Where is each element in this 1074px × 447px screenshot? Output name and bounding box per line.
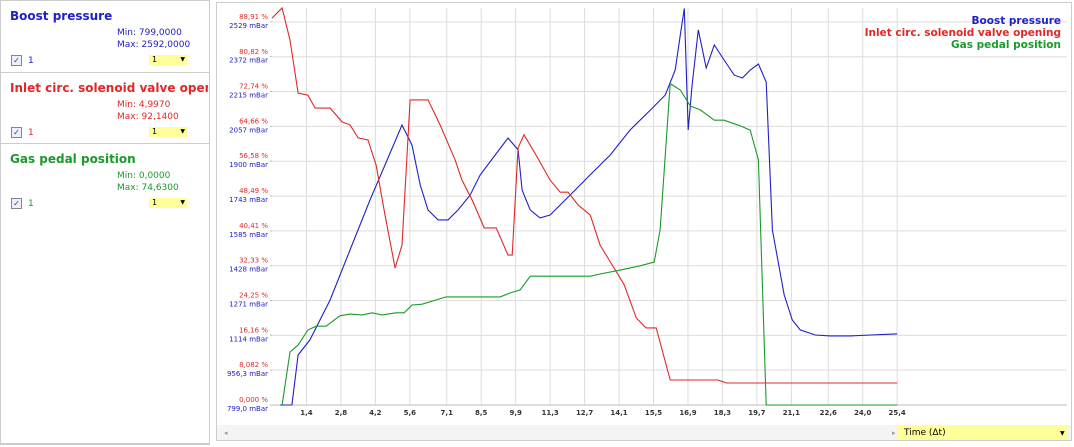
y2-tick-label: 1428 mBar: [229, 266, 268, 274]
scroll-left[interactable]: ◂: [224, 429, 228, 437]
x-tick-label: 11,3: [541, 409, 558, 417]
checkbox[interactable]: ✓: [11, 55, 22, 66]
checkbox[interactable]: ✓: [11, 198, 22, 209]
y-tick-label: 24,25 %: [239, 292, 268, 300]
y-tick-label: 80,82 %: [239, 48, 268, 56]
x-tick-label: 4,2: [369, 409, 382, 417]
x-tick-label: 21,1: [783, 409, 800, 417]
y2-tick-label: 2372 mBar: [229, 57, 268, 65]
y2-tick-label: 1743 mBar: [229, 196, 268, 204]
max-label: Max: 92,1400: [117, 112, 179, 122]
series-line: [271, 6, 898, 384]
x-tick-label: 18,3: [714, 409, 731, 417]
y-tick-label: 56,58 %: [239, 152, 268, 160]
series-box: Gas pedal position Min: 0,0000 Max: 74,630…: [1, 144, 209, 444]
x-tick-label: 22,6: [820, 409, 837, 417]
chart: ◂ ▸ Time (Δt) ▼ 0,000 % 8,082 % 16,16 % 24,…: [216, 2, 1072, 441]
y2-tick-label: 956,3 mBar: [227, 370, 268, 378]
checkbox-label: 1: [28, 199, 34, 209]
y2-tick-label: 1114 mBar: [229, 335, 268, 343]
y2-tick-label: 1900 mBar: [229, 161, 268, 169]
x-axis-select[interactable]: [898, 425, 1068, 439]
select[interactable]: 1: [149, 198, 187, 208]
chart-frame: [216, 2, 1072, 441]
x-tick-label: 25,4: [889, 409, 906, 417]
x-tick-label: 19,7: [748, 409, 765, 417]
y-tick-label: 0,000 %: [239, 396, 268, 404]
x-tick-label: 9,9: [509, 409, 522, 417]
checkbox-label: 1: [28, 128, 34, 138]
checkbox[interactable]: ✓: [11, 127, 22, 138]
y-tick-label: 64,66 %: [239, 117, 268, 125]
y-tick-label: 40,41 %: [239, 222, 268, 230]
x-tick-label: 12,7: [576, 409, 593, 417]
y2-tick-label: 1271 mBar: [229, 300, 268, 308]
y2-tick-label: 2215 mBar: [229, 91, 268, 99]
dropdown-arrow: ▼: [1060, 430, 1065, 437]
scroll-right[interactable]: ▸: [892, 429, 896, 437]
y2-tick-label: 2529 mBar: [229, 22, 268, 30]
y2-tick-label: 2057 mBar: [229, 126, 268, 134]
x-tick-label: 16,9: [679, 409, 696, 417]
select[interactable]: 1: [149, 55, 187, 65]
x-tick-label: 7,1: [441, 409, 454, 417]
y-tick-label: 72,74 %: [239, 83, 268, 91]
y-tick-label: 16,16 %: [239, 326, 268, 334]
checkbox-label: 1: [28, 56, 34, 66]
series-title: Gas pedal position: [10, 152, 136, 166]
y-tick-label: 8,082 %: [239, 361, 268, 369]
y2-tick-label: 1585 mBar: [229, 231, 268, 239]
y-tick-label: 48,49 %: [239, 187, 268, 195]
series-title: Inlet circ. solenoid valve openin: [10, 81, 208, 95]
x-tick-label: 1,4: [300, 409, 313, 417]
min-label: Min: 4,9970: [117, 100, 171, 110]
series-line: [281, 82, 898, 406]
scrollbar[interactable]: [217, 425, 1071, 440]
min-label: Min: 799,0000: [117, 28, 182, 38]
x-tick-label: 15,5: [645, 409, 662, 417]
x-tick-label: 24,0: [854, 409, 871, 417]
x-axis-label: Time (Δt): [903, 428, 946, 438]
legend-entry: Boost pressure: [972, 15, 1061, 27]
legend-entry: Gas pedal position: [951, 39, 1061, 51]
series-panel: Boost pressure Min: 799,0000 Max: 2592,000…: [0, 0, 210, 445]
series-line: [280, 8, 898, 406]
max-label: Max: 74,6300: [117, 183, 179, 193]
select[interactable]: 1: [149, 127, 187, 137]
series-box: Inlet circ. solenoid valve openin Min: 4,…: [1, 73, 209, 144]
series-title: Boost pressure: [10, 9, 113, 23]
y2-tick-label: 799,0 mBar: [227, 405, 268, 413]
x-tick-label: 5,6: [404, 409, 417, 417]
series-box: Boost pressure Min: 799,0000 Max: 2592,000…: [1, 1, 209, 73]
x-tick-label: 8,5: [475, 409, 488, 417]
legend-entry: Inlet circ. solenoid valve opening: [865, 27, 1061, 39]
y-tick-label: 32,33 %: [239, 257, 268, 265]
max-label: Max: 2592,0000: [117, 40, 191, 50]
min-label: Min: 0,0000: [117, 171, 171, 181]
x-tick-label: 2,8: [335, 409, 348, 417]
y-tick-label: 88,91 %: [239, 13, 268, 21]
x-tick-label: 14,1: [610, 409, 627, 417]
